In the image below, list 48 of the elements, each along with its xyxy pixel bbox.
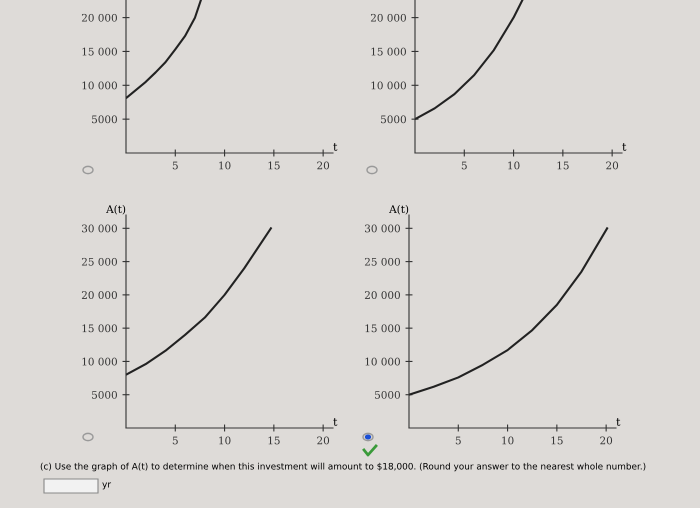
x-tick-label: 5 xyxy=(172,436,178,444)
y-tick-label: 20 000 xyxy=(364,291,400,299)
y-tick-label: 5000 xyxy=(92,390,117,399)
y-tick-label: 15 000 xyxy=(371,48,406,56)
x-axis-title: t xyxy=(333,418,338,426)
y-tick-label: 10 000 xyxy=(365,358,400,366)
y-tick-label: 30 000 xyxy=(365,224,400,232)
y-axis-title: A(t) xyxy=(106,204,126,214)
y-tick-label: 5000 xyxy=(381,115,406,124)
x-axis-title: t xyxy=(616,418,620,426)
x-tick-label: 10 xyxy=(219,436,231,444)
y-tick-label: 25 000 xyxy=(82,258,117,266)
y-tick-label: 15 000 xyxy=(82,48,117,56)
x-tick-label: 15 xyxy=(552,436,563,444)
y-tick-label: 20 000 xyxy=(82,14,117,22)
x-axis-title: t xyxy=(622,143,626,151)
x-tick-label: 10 xyxy=(502,436,514,444)
x-axis-title: t xyxy=(333,143,338,151)
y-tick-label: 10 000 xyxy=(82,358,117,366)
line-series xyxy=(126,227,272,376)
y-tick-label: 10 000 xyxy=(371,82,406,90)
x-tick-label: 20 xyxy=(600,436,612,444)
line-series xyxy=(126,0,202,100)
x-tick-label: 20 xyxy=(317,436,330,444)
x-tick-label: 20 xyxy=(606,162,618,170)
text: (c) Use the graph of A(t) to determine when this investment will amount to $18,000. (Round your answer to the nearest whole number.) xyxy=(40,462,646,472)
x-tick-label: 5 xyxy=(456,436,461,444)
y-tick-label: 5000 xyxy=(92,115,117,124)
x-tick-label: 20 xyxy=(317,162,330,170)
x-tick-label: 5 xyxy=(462,162,467,170)
y-axis-title: A(t) xyxy=(389,204,408,214)
y-tick-label: 10 000 xyxy=(82,82,117,90)
x-tick-label: 10 xyxy=(219,162,231,170)
y-tick-label: 5000 xyxy=(375,390,400,399)
text: yr xyxy=(102,482,112,490)
y-tick-label: 15 000 xyxy=(82,324,117,332)
y-tick-label: 30 000 xyxy=(82,224,117,232)
x-tick-label: 15 xyxy=(558,162,569,170)
line-series xyxy=(409,227,608,396)
x-tick-label: 5 xyxy=(172,162,178,170)
x-tick-label: 10 xyxy=(508,162,520,170)
x-tick-label: 15 xyxy=(268,436,280,444)
y-tick-label: 25 000 xyxy=(364,258,400,266)
y-tick-label: 20 000 xyxy=(82,291,117,299)
y-tick-label: 20 000 xyxy=(370,14,406,22)
y-tick-label: 15 000 xyxy=(365,324,400,332)
line-series xyxy=(415,0,524,120)
x-tick-label: 15 xyxy=(268,162,280,170)
